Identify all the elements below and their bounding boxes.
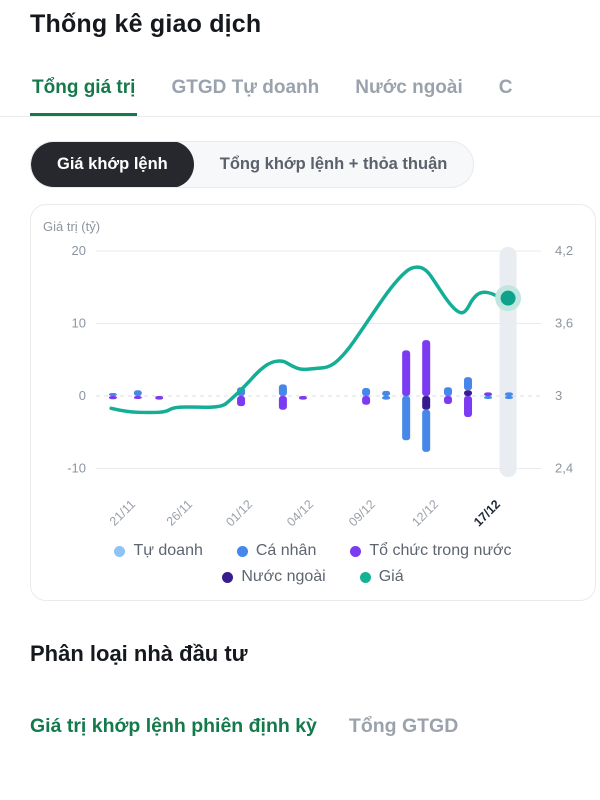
match-type-toggle: Giá khớp lệnh Tổng khớp lệnh + thỏa thuậ…	[30, 141, 475, 188]
volume-bar-segment	[278, 384, 287, 396]
legend-label: Tổ chức trong nước	[369, 542, 512, 559]
volume-bar-segment	[443, 387, 452, 396]
investor-tab-bar: Giá trị khớp lệnh phiên định kỳ Tổng GTG…	[0, 715, 600, 738]
volume-bar-segment	[504, 396, 513, 399]
legend-label: Tự doanh	[133, 542, 203, 559]
tab-gtgd-tu-doanh[interactable]: GTGD Tự doanh	[171, 77, 320, 98]
legend-label: Cá nhân	[255, 542, 317, 559]
legend-item[interactable]: Nước ngoài	[222, 568, 326, 586]
right-axis-tick: 3,6	[555, 316, 573, 331]
volume-bar-segment	[237, 396, 246, 407]
volume-bar-segment	[362, 396, 371, 405]
x-axis-label: 04/12	[284, 497, 316, 529]
x-axis-label: 26/11	[164, 497, 195, 528]
volume-bar-segment	[464, 396, 473, 418]
legend-label: Giá	[378, 568, 404, 585]
volume-bar-segment	[464, 377, 473, 391]
toggle-gia-khop-lenh[interactable]: Giá khớp lệnh	[31, 142, 194, 187]
legend-item[interactable]: Cá nhân	[236, 542, 317, 560]
volume-bar-segment	[484, 396, 493, 399]
left-axis-tick: 10	[72, 316, 86, 331]
price-volume-chart[interactable]: Giá trị (tỷ) 20 4,2 10 3,6 0 3 -10 2,4 21/11 26/11…	[31, 213, 595, 531]
x-axis-label: 01/12	[223, 497, 255, 529]
volume-bar-segment	[155, 396, 164, 400]
volume-bar-segment	[362, 388, 371, 396]
tab-tong-gia-tri[interactable]: Tổng giá trị	[30, 67, 138, 116]
tab-truncated[interactable]: C	[498, 77, 513, 98]
x-axis-label: 12/12	[409, 497, 441, 529]
right-axis-tick: 2,4	[555, 461, 573, 476]
right-axis-tick: 4,2	[555, 243, 573, 258]
tab-gia-tri-khop-lenh-phien-dinh-ky[interactable]: Giá trị khớp lệnh phiên định kỳ	[30, 715, 317, 737]
x-axis-label: 17/12	[471, 497, 503, 529]
page-title: Thống kê giao dịch	[30, 10, 262, 38]
tab-nuoc-ngoai[interactable]: Nước ngoài	[355, 77, 463, 98]
section-title-phan-loai: Phân loại nhà đầu tư	[30, 641, 248, 666]
legend-item[interactable]: Tổ chức trong nước	[350, 542, 512, 560]
legend-dot	[114, 545, 126, 557]
volume-bar-segment	[382, 396, 391, 400]
volume-bar-segment	[422, 409, 431, 452]
legend-dot	[350, 545, 362, 557]
chart-legend: Tự doanh Cá nhân Tổ chức trong nước Nước n…	[31, 542, 595, 586]
volume-bar-segment	[504, 392, 513, 396]
volume-bar-segment	[443, 396, 452, 404]
volume-bar-segment	[108, 393, 117, 396]
selected-day-band	[499, 247, 517, 477]
legend-dot	[236, 545, 248, 557]
legend-dot	[359, 571, 371, 583]
legend-item[interactable]: Giá	[359, 568, 404, 586]
legend-dot	[222, 571, 234, 583]
transaction-chart-card: Giá trị (tỷ) 20 4,2 10 3,6 0 3 -10 2,4 21/11 26/11…	[30, 204, 596, 601]
price-marker-dot[interactable]	[500, 290, 516, 306]
volume-bar-segment	[402, 350, 411, 396]
volume-bar-segment	[422, 340, 431, 396]
tab-tong-gtgd[interactable]: Tổng GTGD	[348, 715, 459, 737]
x-axis-label: 09/12	[346, 497, 378, 529]
right-axis-tick: 3	[555, 388, 562, 403]
volume-bar-segment	[278, 396, 287, 410]
legend-label: Nước ngoài	[241, 568, 326, 585]
volume-bar-segment	[464, 390, 473, 396]
volume-bar-segment	[133, 390, 142, 396]
legend-item[interactable]: Tự doanh	[114, 542, 203, 560]
volume-bar-segment	[133, 396, 142, 399]
legend-row-2: Nước ngoài Giá	[31, 568, 595, 586]
volume-bar-segment	[422, 396, 431, 410]
left-axis-tick: 20	[72, 243, 86, 258]
left-axis-tick: -10	[67, 461, 86, 476]
volume-bar-segment	[382, 390, 391, 396]
toggle-tong-khop-lenh-thoa-thuan[interactable]: Tổng khớp lệnh + thỏa thuận	[219, 155, 448, 173]
volume-bar-segment	[402, 396, 411, 441]
x-axis-label: 21/11	[107, 497, 138, 528]
left-axis-tick: 0	[79, 388, 86, 403]
top-tab-bar: Tổng giá trị GTGD Tự doanh Nước ngoài C	[0, 67, 600, 117]
volume-bar-segment	[484, 392, 493, 396]
legend-row-1: Tự doanh Cá nhân Tổ chức trong nước	[31, 542, 595, 560]
price-line	[109, 265, 510, 415]
volume-bar-segment	[108, 396, 117, 400]
chart-axis-title: Giá trị (tỷ)	[43, 219, 100, 234]
volume-bar-segment	[298, 396, 307, 400]
